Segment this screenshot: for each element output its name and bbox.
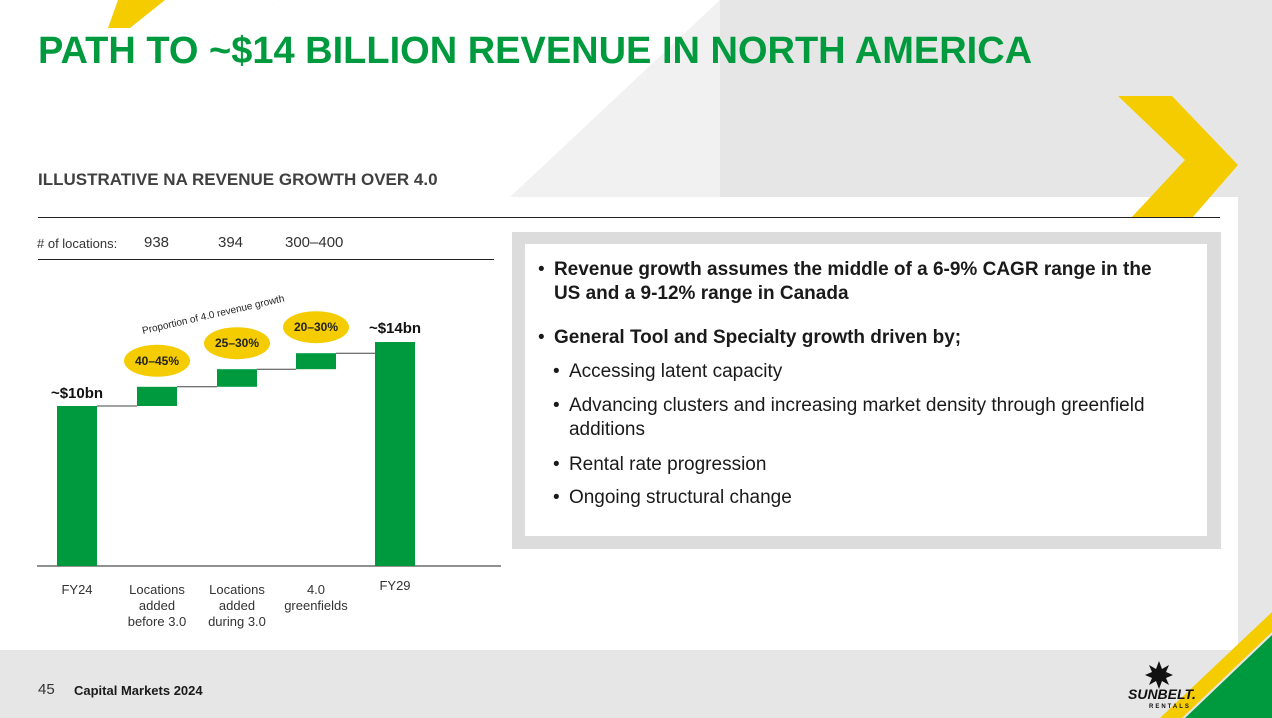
bullet-subitem: • Advancing clusters and increasing mark… [553, 394, 1193, 442]
bullet-marker: • [553, 454, 560, 475]
yellow-chevron [1118, 96, 1238, 218]
growth-badge-label: 40–45% [135, 354, 179, 368]
locations-value: 394 [218, 234, 244, 251]
divider-locations [38, 259, 494, 260]
bullet-text: Rental rate progression [568, 454, 767, 475]
chart-bar [375, 342, 415, 566]
bullet-subitem: • Accessing latent capacity [553, 360, 1193, 384]
chart-bar [217, 369, 257, 387]
growth-badge [204, 327, 270, 360]
category-label: Locations added before 3.0 [128, 582, 187, 629]
bullet-text: Revenue growth assumes the middle of a 6… [553, 259, 1152, 304]
chart-bar [137, 386, 177, 406]
yellow-stripe-top [108, 0, 165, 28]
bullet-marker: • [538, 259, 545, 280]
bullet-marker: • [538, 327, 545, 348]
growth-badge [124, 344, 190, 377]
bullet-text: Accessing latent capacity [568, 361, 783, 382]
locations-value: 300–400 [285, 234, 344, 251]
page-number: 45 [38, 681, 55, 698]
growth-badge [283, 311, 349, 344]
bullet-text: Ongoing structural change [568, 487, 792, 508]
bullet-marker: • [553, 487, 560, 508]
chart-bar [296, 353, 336, 370]
bullet-text: Advancing clusters and increasing market… [568, 395, 1145, 440]
bullet-text: General Tool and Specialty growth driven… [553, 327, 962, 348]
chart-subtitle: ILLUSTRATIVE NA REVENUE GROWTH OVER 4.0 [38, 170, 438, 189]
bullet-panel-inner [525, 244, 1207, 536]
page-title: PATH TO ~$14 BILLION REVENUE IN NORTH AM… [38, 30, 1033, 72]
bullet-item: • Revenue growth assumes the middle of a… [538, 258, 1178, 306]
category-label: 4.0 greenfields [284, 582, 348, 613]
bullet-item: • General Tool and Specialty growth driv… [538, 326, 1178, 350]
growth-badge-label: 25–30% [215, 336, 259, 350]
footer-text: Capital Markets 2024 [74, 683, 203, 698]
category-label: FY29 [379, 578, 410, 593]
chart-bar [57, 406, 97, 566]
sunburst-icon [1145, 661, 1173, 689]
locations-value: 938 [144, 234, 170, 251]
growth-badge-label: 20–30% [294, 320, 338, 334]
category-label: FY24 [61, 582, 92, 597]
bullet-marker: • [553, 395, 560, 416]
locations-label: # of locations: [37, 236, 118, 251]
start-value-label: ~$10bn [51, 385, 103, 402]
svg-text:SUNBELT.: SUNBELT. [1128, 686, 1196, 702]
chart-annotation: Proportion of 4.0 revenue growth [141, 293, 285, 336]
category-label: Locations added during 3.0 [208, 582, 266, 629]
sunbelt-logo: SUNBELT. RENTALS [1128, 661, 1196, 710]
bullet-subitem: • Ongoing structural change [553, 486, 1193, 510]
bullet-marker: • [553, 361, 560, 382]
svg-text:RENTALS: RENTALS [1149, 704, 1191, 710]
end-value-label: ~$14bn [369, 320, 421, 337]
bullet-panel [512, 232, 1221, 549]
divider-top [38, 217, 1220, 218]
bullet-subitem: • Rental rate progression [553, 453, 1193, 477]
